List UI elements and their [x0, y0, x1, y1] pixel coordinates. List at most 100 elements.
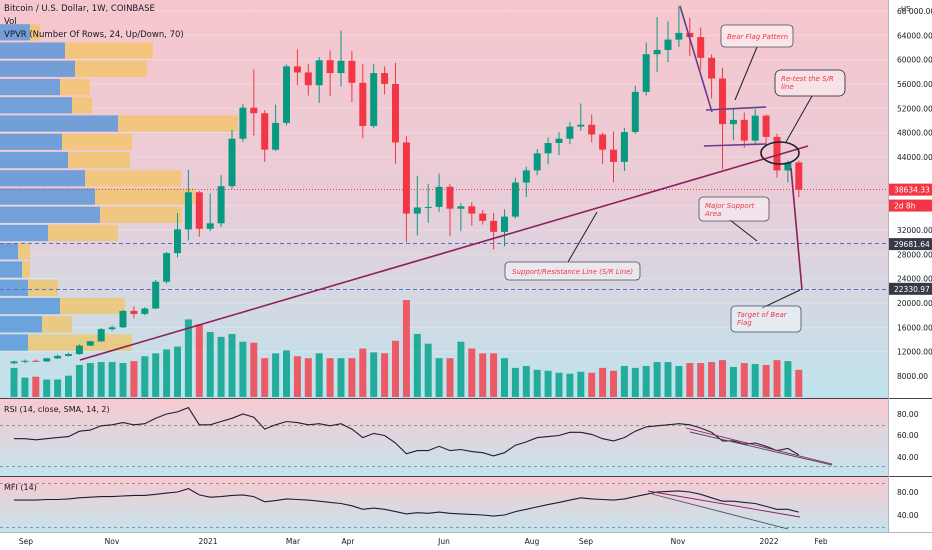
candle-body[interactable] — [217, 186, 225, 224]
candle-body[interactable] — [75, 345, 83, 355]
candle-body[interactable] — [588, 124, 596, 135]
symbol-title[interactable]: Bitcoin / U.S. Dollar, 1W, COINBASE — [4, 4, 155, 14]
candle-body[interactable] — [413, 207, 421, 214]
candle-body[interactable] — [522, 170, 530, 183]
rsi-pane[interactable]: RSI (14, close, SMA, 14, 2) — [0, 405, 888, 467]
vpvr-up-bar — [0, 316, 42, 333]
candle-body[interactable] — [337, 60, 345, 74]
candle-body[interactable] — [795, 162, 803, 190]
price-axis[interactable]: US 68 000.00 64000.00 60000.00 56000.00 5200… — [897, 5, 932, 381]
candle-body[interactable] — [762, 115, 770, 137]
candle-body[interactable] — [610, 149, 617, 162]
candle-body[interactable] — [468, 206, 476, 214]
candle-body[interactable] — [141, 308, 149, 314]
candle-body[interactable] — [108, 327, 116, 330]
candle-body[interactable] — [751, 115, 759, 141]
candle-body[interactable] — [304, 72, 312, 86]
vpvr-down-bar — [72, 97, 92, 114]
candle-body[interactable] — [435, 186, 443, 207]
volume-label[interactable]: Vol — [4, 17, 17, 27]
candle-body[interactable] — [359, 82, 367, 126]
candle-body[interactable] — [152, 281, 160, 309]
candle-body[interactable] — [250, 107, 258, 114]
candle-body[interactable] — [228, 138, 236, 187]
candle-body[interactable] — [392, 84, 399, 143]
candle-body[interactable] — [293, 66, 301, 73]
candle-body[interactable] — [261, 113, 269, 150]
candle-body[interactable] — [54, 355, 62, 359]
candle-body[interactable] — [479, 213, 487, 221]
candle-body[interactable] — [43, 358, 51, 362]
candle-body[interactable] — [577, 124, 585, 127]
candle-body[interactable] — [10, 361, 18, 364]
candle-body[interactable] — [326, 60, 334, 74]
candle-body[interactable] — [402, 142, 410, 214]
volume-bar — [217, 336, 225, 397]
support-callout[interactable]: Major Support Area — [698, 196, 770, 222]
candle-body[interactable] — [620, 132, 628, 162]
candle-body[interactable] — [686, 32, 694, 38]
rsi-trend-line — [689, 431, 833, 466]
candle-body[interactable] — [631, 91, 639, 133]
candle-body[interactable] — [119, 310, 127, 328]
vpvr-label[interactable]: VPVR (Number Of Rows, 24, Up/Down, 70) — [4, 30, 184, 40]
candle-body[interactable] — [664, 39, 672, 50]
candle-body[interactable] — [130, 310, 138, 314]
candle-body[interactable] — [348, 60, 356, 83]
candle-body[interactable] — [544, 143, 552, 154]
candle-body[interactable] — [566, 126, 574, 139]
candle-body[interactable] — [370, 73, 378, 126]
time-tick-label: Sep — [579, 537, 593, 546]
candle-body[interactable] — [501, 216, 508, 232]
candle-body[interactable] — [533, 153, 541, 171]
candle-body[interactable] — [174, 229, 181, 254]
candle-body[interactable] — [773, 136, 781, 171]
bear-flag-callout[interactable]: Bear Flag Pattern — [720, 24, 794, 48]
price-tick-label: 8000.00 — [897, 372, 928, 381]
mfi-pane[interactable]: MFI (14) — [0, 483, 888, 530]
sr-line-callout[interactable]: Support/Resistance Line (S/R Line) — [504, 261, 641, 281]
vpvr-up-bar — [0, 78, 60, 96]
candle-body[interactable] — [511, 182, 519, 217]
candle-body[interactable] — [195, 192, 203, 229]
volume-bar — [239, 341, 247, 397]
candle-body[interactable] — [729, 119, 737, 125]
candle-body[interactable] — [315, 60, 323, 86]
candle-body[interactable] — [32, 360, 40, 362]
candle-body[interactable] — [283, 66, 290, 123]
candle-body[interactable] — [206, 223, 214, 229]
candle-body[interactable] — [424, 206, 432, 208]
price-tick-label: 68 000.00 — [897, 7, 932, 16]
candle-body[interactable] — [239, 107, 247, 139]
candle-body[interactable] — [784, 162, 792, 171]
candle-body[interactable] — [697, 37, 705, 58]
candle-body[interactable] — [86, 341, 94, 346]
target-callout[interactable]: Target of Bear Flag — [730, 305, 802, 333]
candle-body[interactable] — [163, 253, 171, 282]
candle-body[interactable] — [272, 122, 280, 150]
candle-body[interactable] — [708, 57, 716, 79]
vpvr-down-bar — [22, 261, 30, 278]
candle-body[interactable] — [65, 354, 72, 356]
candle-body[interactable] — [457, 206, 465, 209]
candle-body[interactable] — [97, 329, 105, 342]
candle-body[interactable] — [446, 186, 454, 209]
time-axis[interactable]: Sep Nov 2021 Mar Apr Jun Aug Sep Nov 2022 Feb — [19, 537, 828, 546]
candle-body[interactable] — [555, 138, 563, 144]
candle-body[interactable] — [719, 78, 726, 125]
candle-body[interactable] — [599, 134, 607, 150]
candlesticks[interactable] — [10, 6, 803, 365]
candle-body[interactable] — [642, 54, 650, 92]
candle-body[interactable] — [675, 32, 683, 40]
candle-body[interactable] — [740, 119, 748, 141]
candle-body[interactable] — [184, 192, 192, 230]
vpvr-down-bar — [85, 170, 181, 187]
candle-body[interactable] — [381, 73, 389, 84]
retest-callout[interactable]: Re-test the S/R line — [774, 69, 846, 97]
candle-body[interactable] — [21, 360, 29, 362]
candle-body[interactable] — [653, 49, 661, 55]
bear-flag-pointer — [734, 46, 758, 101]
retest-label: Re-test the S/R line — [781, 75, 834, 91]
candle-body[interactable] — [490, 220, 498, 232]
